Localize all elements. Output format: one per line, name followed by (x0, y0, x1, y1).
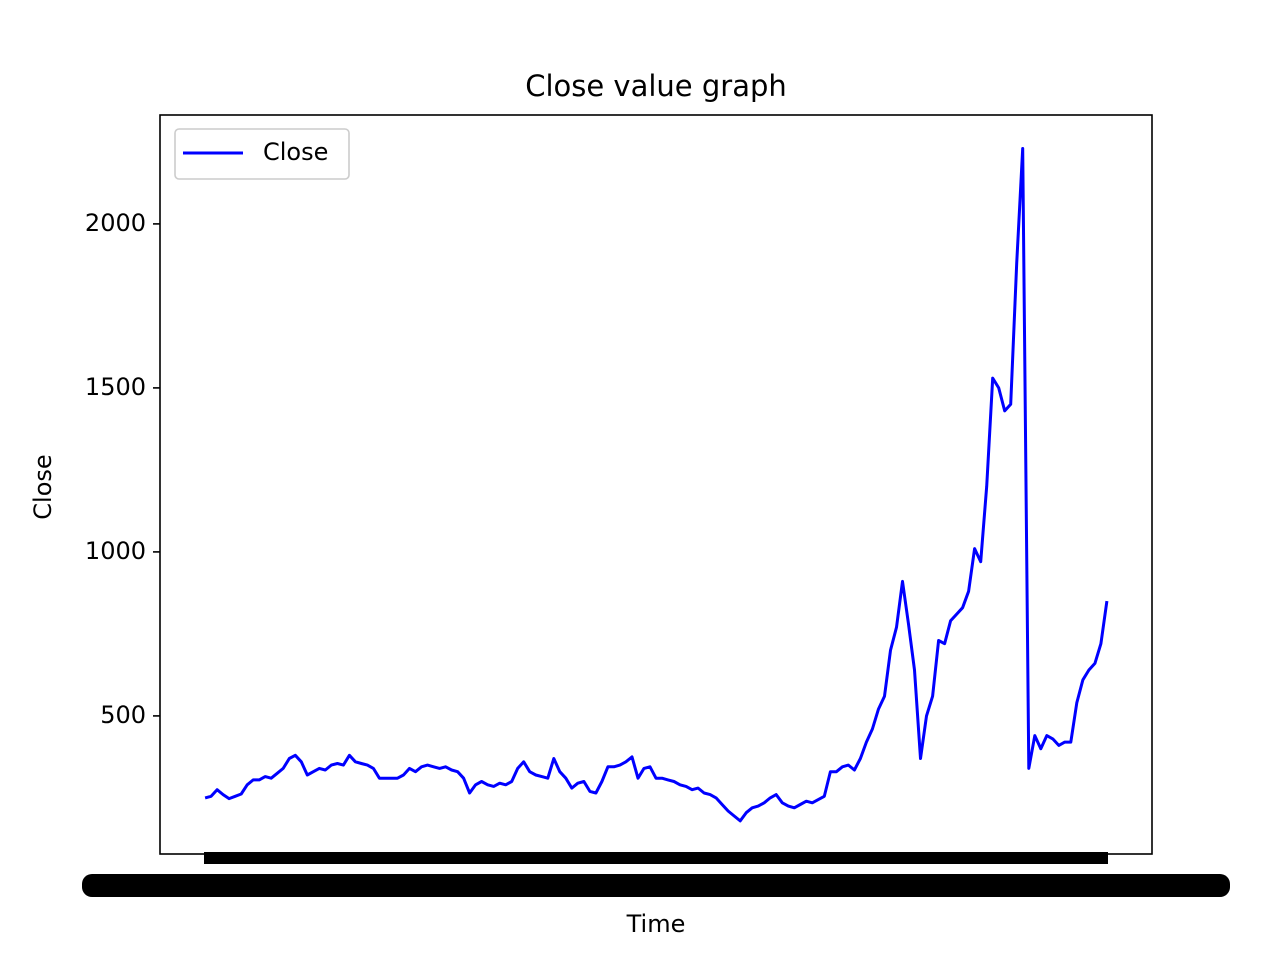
plot-frame (159, 114, 1153, 855)
legend-box (174, 128, 350, 180)
x-axis-label: Time (626, 910, 686, 938)
chart-title: Close value graph (525, 69, 787, 103)
y-tick-label: 1000 (85, 537, 146, 565)
data-line (204, 147, 1109, 823)
x-tick-labels-overlap (82, 874, 1230, 897)
y-tick-label: 2000 (85, 209, 146, 237)
legend-label: Close (263, 138, 328, 166)
y-tick-label: 500 (100, 701, 146, 729)
x-tick-marks (204, 852, 1108, 864)
y-axis-label: Close (29, 454, 57, 519)
y-tick-label: 1500 (85, 373, 146, 401)
